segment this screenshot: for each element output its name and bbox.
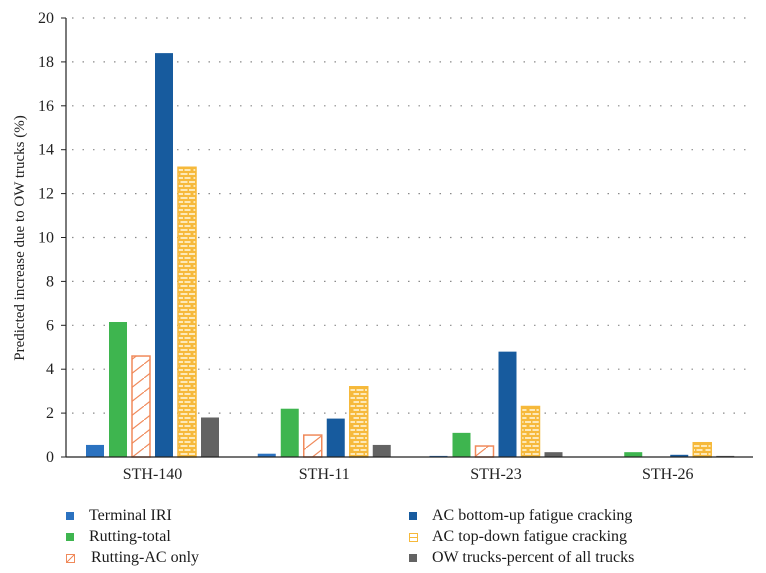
legend-swatch-ow-trucks [409,554,417,562]
bar-ac-bottom-up-fatigue-cracking-sth-23 [498,351,517,457]
bar-ac-bottom-up-fatigue-cracking-sth-11 [326,418,345,457]
legend-label: AC bottom-up fatigue cracking [432,507,633,524]
bar-ac-bottom-up-fatigue-cracking-sth-140 [155,53,173,458]
x-category-label: STH-11 [299,466,350,483]
bar-rutting-total-sth-23 [452,432,471,457]
legend-swatch-terminal-iri [66,512,74,520]
y-tick-label: 0 [46,449,54,466]
bar-rutting-total-sth-140 [109,322,127,457]
y-tick-label: 2 [46,405,54,422]
y-tick-label: 8 [46,273,54,290]
legend-label: Rutting-total [89,528,171,545]
bar-rutting-total-sth-11 [280,408,299,457]
gridlines [72,17,753,414]
legend-label: Rutting-AC only [91,549,200,566]
y-tick-label: 12 [38,186,54,203]
bar-ow-trucks-percent-of-all-trucks-sth-140 [201,417,219,457]
legend-label: Terminal IRI [89,507,172,524]
bar-ow-trucks-percent-of-all-trucks-sth-11 [372,444,391,457]
bar-ac-bottom-up-fatigue-cracking-sth-26 [670,454,689,457]
x-category-label: STH-140 [123,466,183,483]
legend-swatch-rutting-ac-only [66,554,75,563]
y-axis-label: Predicted increase due to OW trucks (%) [12,115,28,360]
bars [86,53,735,458]
bar-rutting-total-sth-26 [624,452,643,457]
y-tick-label: 14 [38,142,54,159]
y-tick-label: 4 [46,361,54,378]
bar-terminal-iri-sth-140 [86,444,104,457]
legend-label: OW trucks-percent of all trucks [432,549,635,566]
x-category-labels: STH-140 STH-11 STH-23 STH-26 [123,466,694,483]
y-tick-label: 20 [38,10,54,27]
y-tick-label: 6 [46,317,54,334]
bar-ow-trucks-percent-of-all-trucks-sth-23 [544,452,563,457]
y-tick-label: 10 [38,230,54,247]
legend-swatch-ac-bottom-up [409,512,417,520]
y-tick-label: 16 [38,98,54,115]
x-category-label: STH-23 [470,466,522,483]
y-ticks: 0 2 4 6 8 10 12 14 16 18 20 [38,10,66,466]
bar-terminal-iri-sth-11 [257,453,276,457]
x-category-label: STH-26 [642,466,694,483]
legend-label: AC top-down fatigue cracking [432,528,628,545]
y-tick-label: 18 [38,54,54,71]
legend-swatch-ac-top-down [409,533,418,542]
legend-swatch-rutting-total [66,533,74,541]
